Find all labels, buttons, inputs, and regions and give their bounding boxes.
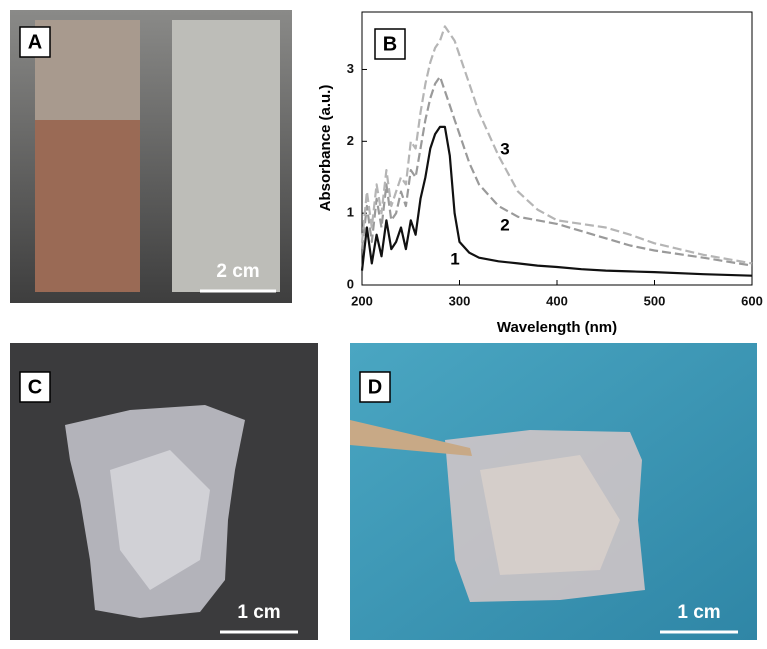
x-tick-label: 600 (741, 293, 763, 308)
x-tick-label: 400 (546, 293, 568, 308)
x-axis-title: Wavelength (nm) (497, 319, 617, 336)
panel-d: D 1 cm (350, 343, 757, 640)
panel-c: C 1 cm (10, 343, 318, 640)
y-axis-title: Absorbance (a.u.) (317, 85, 334, 212)
slide-clean (172, 20, 280, 292)
scale-bar-label: 1 cm (237, 602, 280, 623)
panel-label: A (28, 31, 42, 53)
panel-label: D (368, 376, 382, 398)
series-label: 3 (500, 139, 509, 158)
x-tick-label: 300 (449, 293, 471, 308)
x-tick-label: 200 (351, 293, 373, 308)
series-label: 1 (450, 249, 459, 268)
y-tick-label: 3 (347, 61, 354, 76)
panel-a: A 2 cm (10, 10, 292, 303)
scale-bar-label: 1 cm (677, 602, 720, 623)
panel-label: B (383, 33, 397, 55)
scale-bar-label: 2 cm (216, 261, 259, 282)
panel-b: B Wavelength (nm) Absorbance (a.u.) 0 1 2 3… (317, 12, 763, 336)
panel-label: C (28, 376, 42, 398)
y-tick-label: 2 (347, 133, 354, 148)
y-tick-label: 0 (347, 276, 354, 291)
slide-coated (35, 120, 140, 292)
figure: A 2 cm C 1 cm D 1 cm B Wavelength (nm) A… (0, 0, 767, 649)
x-tick-label: 500 (644, 293, 666, 308)
y-tick-label: 1 (347, 205, 354, 220)
series-label: 2 (500, 215, 509, 234)
